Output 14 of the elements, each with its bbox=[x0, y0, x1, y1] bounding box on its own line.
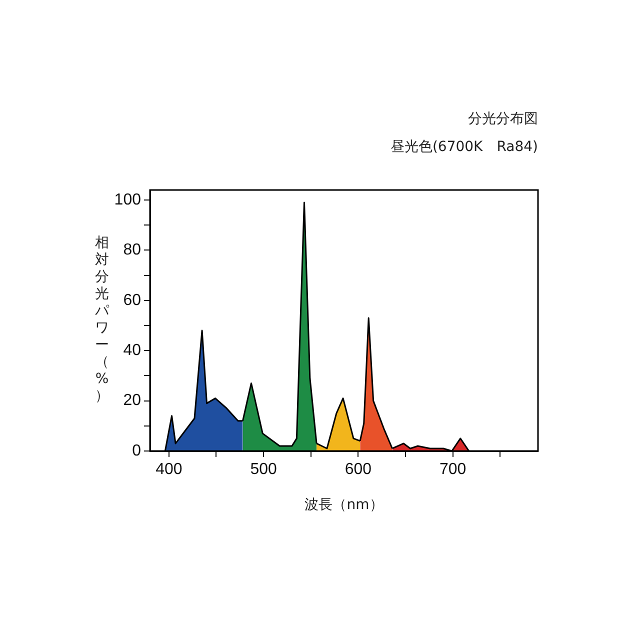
chart-title: 分光分布図 bbox=[468, 110, 538, 128]
x-tick-label: 600 bbox=[344, 461, 372, 478]
y-tick-label: 80 bbox=[123, 242, 142, 259]
text: 相対分光パワー（%） bbox=[95, 235, 109, 404]
x-tick-label: 500 bbox=[250, 461, 278, 478]
y-tick-label: 100 bbox=[114, 191, 142, 208]
x-axis-title: 波長（nm） bbox=[304, 496, 384, 514]
x-tick-label: 400 bbox=[156, 461, 182, 478]
y-tick-label: 20 bbox=[123, 392, 142, 410]
x-tick-label: 700 bbox=[439, 461, 466, 478]
y-tick-label: 60 bbox=[123, 292, 142, 309]
y-tick-label: 40 bbox=[123, 342, 142, 360]
y-tick-label: 0 bbox=[132, 442, 142, 460]
chart-subtitle: 昼光色(6700K Ra84) bbox=[390, 138, 538, 156]
